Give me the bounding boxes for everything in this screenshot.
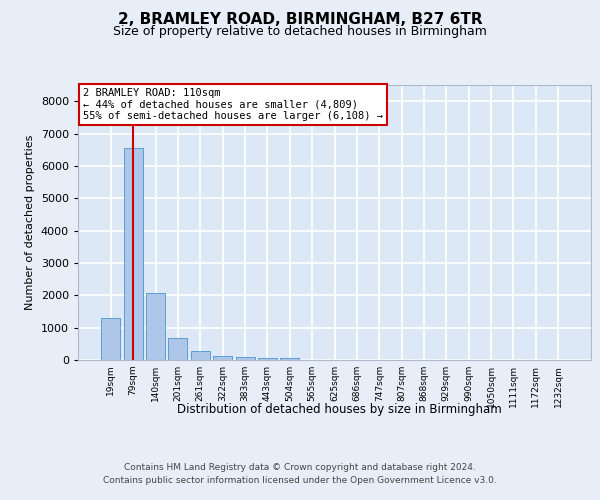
Text: Size of property relative to detached houses in Birmingham: Size of property relative to detached ho… (113, 25, 487, 38)
Y-axis label: Number of detached properties: Number of detached properties (25, 135, 35, 310)
Bar (101, 318, 121, 360)
Bar (236, 357, 254, 360)
Bar (258, 358, 277, 360)
Text: Contains HM Land Registry data © Crown copyright and database right 2024.: Contains HM Land Registry data © Crown c… (124, 462, 476, 471)
Bar (169, 338, 187, 360)
Bar (146, 294, 165, 360)
Text: 2, BRAMLEY ROAD, BIRMINGHAM, B27 6TR: 2, BRAMLEY ROAD, BIRMINGHAM, B27 6TR (118, 12, 482, 28)
Bar (124, 148, 143, 360)
Bar (191, 352, 210, 360)
Text: Contains public sector information licensed under the Open Government Licence v3: Contains public sector information licen… (103, 476, 497, 485)
Bar (213, 356, 232, 360)
Text: Distribution of detached houses by size in Birmingham: Distribution of detached houses by size … (176, 402, 502, 415)
Bar (280, 358, 299, 360)
Text: 2 BRAMLEY ROAD: 110sqm
← 44% of detached houses are smaller (4,809)
55% of semi-: 2 BRAMLEY ROAD: 110sqm ← 44% of detached… (83, 88, 383, 121)
